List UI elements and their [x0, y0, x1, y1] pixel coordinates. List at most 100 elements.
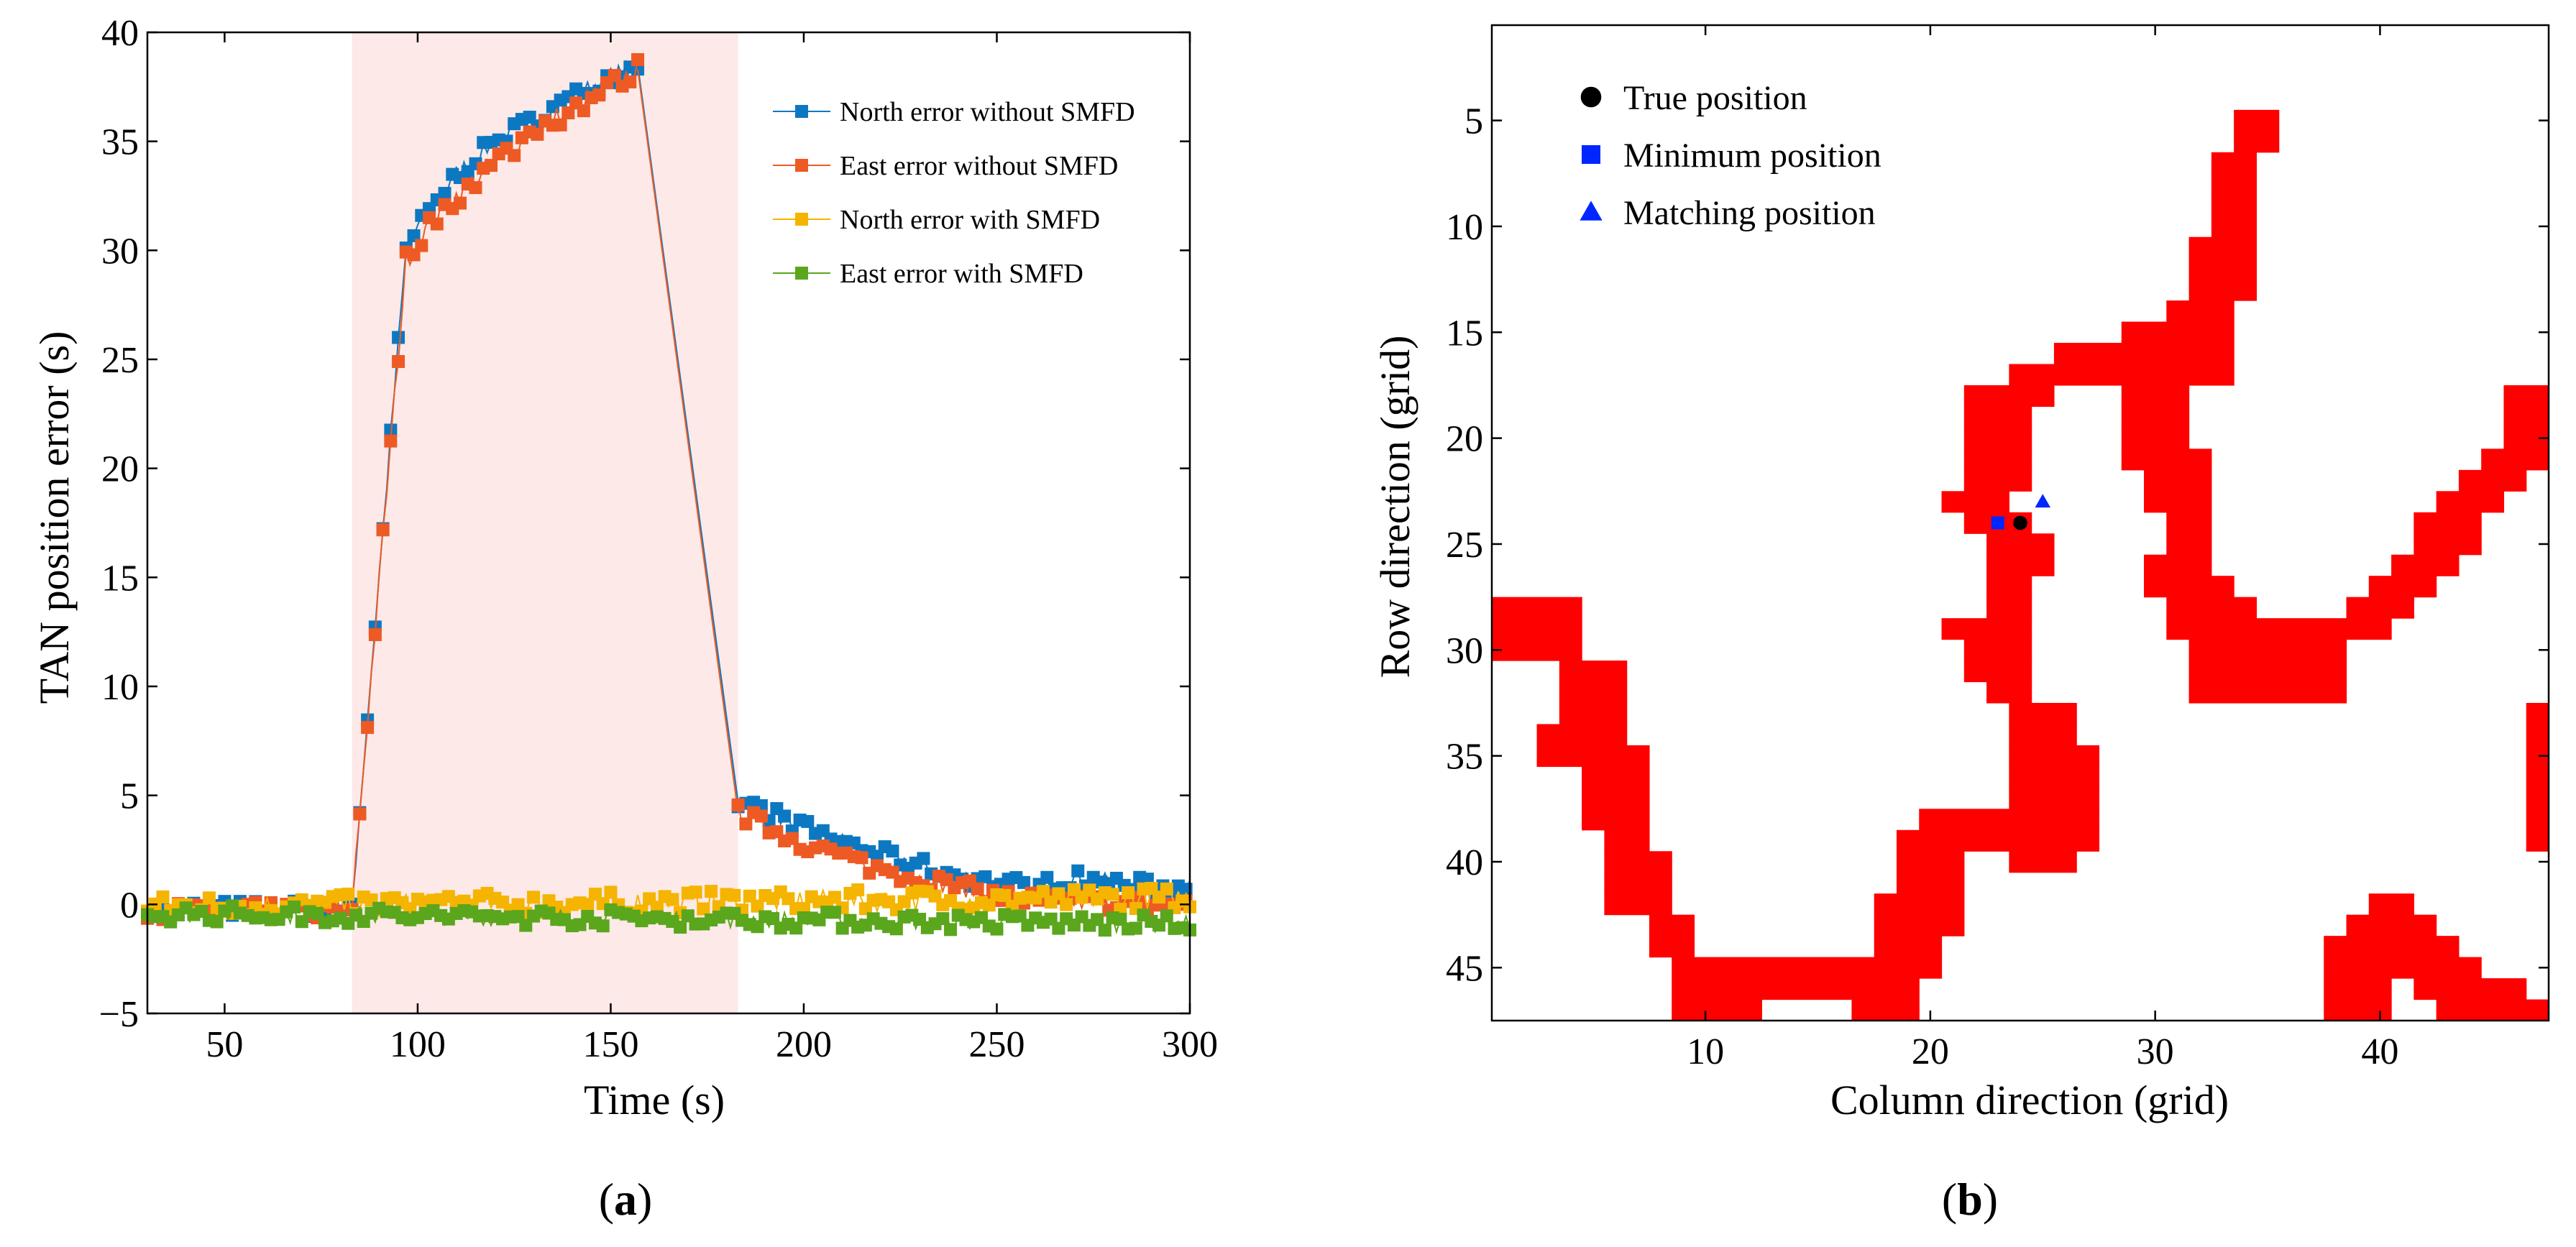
- legend-label: North error with SMFD: [840, 205, 1100, 235]
- legend-label: Minimum position: [1623, 137, 1881, 175]
- map-red-cell: [1604, 851, 1672, 873]
- point-true-position: [2013, 515, 2027, 530]
- map-red-cell: [2166, 512, 2212, 534]
- chart-a-series: [141, 52, 1196, 937]
- map-red-cell: [1874, 893, 1965, 916]
- series-east-error-without-smfd-marker: [731, 798, 745, 811]
- legend-marker-true-position: [1580, 86, 1602, 108]
- series-east-error-without-smfd-marker: [754, 809, 768, 823]
- map-red-cell: [2188, 639, 2347, 661]
- map-red-cell: [2166, 533, 2212, 556]
- series-east-error-without-smfd-marker: [608, 68, 621, 82]
- map-red-cell: [1649, 914, 1695, 937]
- legend-item-true-position: True position: [1580, 79, 1807, 117]
- map-red-cell: [2526, 724, 2549, 746]
- series-east-error-without-smfd-marker: [353, 807, 367, 821]
- map-red-cell: [2436, 491, 2505, 513]
- map-red-cell: [2503, 406, 2549, 428]
- series-east-error-with-smfd-marker: [936, 912, 950, 926]
- legend-marker-matching-position: [1580, 201, 1603, 221]
- map-red-cell: [2526, 766, 2549, 788]
- map-red-cell: [2144, 576, 2234, 598]
- map-red-cell: [2009, 787, 2100, 809]
- chart-b-xlabel: Column direction (grid): [1830, 1077, 2229, 1123]
- chart-b-ytick-label: 5: [1465, 101, 1483, 142]
- series-east-error-without-smfd-marker: [739, 817, 753, 831]
- chart-a-ytick-label: 20: [101, 449, 139, 490]
- series-east-error-without-smfd-marker: [531, 127, 544, 141]
- series-north-error-without-smfd-marker: [778, 809, 792, 823]
- map-red-cell: [1896, 851, 1965, 873]
- chart-a-ytick-label: 15: [101, 558, 139, 599]
- map-red-cell: [2346, 914, 2437, 937]
- map-red-cell: [2481, 448, 2549, 471]
- map-red-cell: [2414, 512, 2482, 534]
- chart-a-xtick-label: 150: [582, 1024, 638, 1065]
- legend-swatch-marker: [795, 267, 808, 280]
- map-red-cell: [1536, 724, 1628, 746]
- series-north-error-with-smfd-marker: [1106, 888, 1119, 901]
- map-red-cell: [2211, 216, 2258, 238]
- map-red-cell: [1963, 406, 2032, 428]
- map-red-cell: [2234, 109, 2280, 132]
- series-east-error-with-smfd-marker: [1160, 909, 1173, 923]
- map-red-cell: [2121, 427, 2190, 449]
- point-minimum-position: [1991, 516, 2004, 530]
- chart-a-frame: [146, 31, 1191, 1015]
- series-east-error-without-smfd-marker: [484, 159, 498, 172]
- map-red-cell: [2458, 469, 2527, 492]
- series-north-error-with-smfd-marker: [1060, 898, 1073, 911]
- map-red-cell: [2121, 385, 2190, 408]
- map-red-cell: [2009, 724, 2077, 746]
- map-red-cell: [1559, 661, 1628, 683]
- series-north-error-with-smfd-marker: [604, 885, 618, 899]
- chart-b-ytick-label: 10: [1446, 207, 1483, 248]
- map-red-cell: [2324, 936, 2460, 958]
- legend-item-north-error-with-smfd: North error with SMFD: [773, 205, 1100, 235]
- series-east-error-with-smfd-marker: [674, 921, 687, 934]
- map-red-cell: [2503, 385, 2549, 408]
- series-north-error-without-smfd-marker: [917, 852, 930, 865]
- map-red-cell: [1941, 618, 2032, 640]
- series-east-error-without-smfd-marker: [592, 88, 606, 102]
- chart-a-xlabel: Time (s): [584, 1077, 725, 1123]
- series-east-error-without-smfd-marker: [562, 106, 575, 120]
- map-red-cell: [1874, 936, 1943, 958]
- chart-a-ytick-label: 35: [101, 122, 139, 163]
- series-east-error-with-smfd-marker: [944, 923, 958, 937]
- map-red-cell: [1672, 999, 1762, 1021]
- chart-b-ytick-label: 35: [1446, 737, 1483, 778]
- map-red-cell: [2414, 978, 2527, 1000]
- map-red-cell: [1963, 469, 2032, 492]
- series-north-error-without-smfd-marker: [407, 229, 421, 242]
- map-red-cell: [2188, 258, 2258, 280]
- map-red-cell: [2526, 702, 2549, 725]
- map-red-cell: [1986, 597, 2032, 619]
- chart-a-ticks: 50 100 150 200 250 300 −5 0 5 10 15 20 25 30 35 40: [99, 13, 1218, 1065]
- series-north-error-with-smfd-marker: [851, 883, 865, 897]
- map-red-cell: [1649, 936, 1695, 958]
- series-east-error-with-smfd-marker: [1091, 913, 1104, 926]
- map-red-cell: [2009, 851, 2077, 873]
- legend-label: North error without SMFD: [840, 97, 1135, 127]
- series-east-error-with-smfd-marker: [789, 921, 803, 935]
- series-north-error-with-smfd-marker: [998, 888, 1012, 902]
- legend-item-north-error-without-smfd: North error without SMFD: [773, 97, 1135, 127]
- chart-b-xtick-label: 10: [1687, 1031, 1724, 1072]
- chart-b-ticks: 10 20 30 40 5 10 15 20 25 30 35 40 45: [1446, 25, 2549, 1072]
- chart-b-ytick-label: 25: [1446, 525, 1483, 566]
- series-north-error-with-smfd-marker: [705, 885, 718, 898]
- series-north-error-with-smfd-marker: [751, 899, 764, 913]
- series-east-error-without-smfd-marker: [454, 196, 467, 210]
- map-red-cell: [2188, 681, 2347, 704]
- series-east-error-without-smfd-marker: [631, 52, 645, 66]
- map-red-cell: [1851, 999, 1920, 1021]
- map-red-cell: [1986, 576, 2032, 598]
- map-red-cell: [1492, 597, 1582, 619]
- series-east-error-without-smfd-marker: [415, 239, 428, 252]
- series-east-error-with-smfd-marker: [1098, 924, 1111, 937]
- chart-a-legend: North error without SMFD East error witho…: [773, 97, 1135, 289]
- chart-b-panel-label: (b): [1942, 1174, 1998, 1225]
- legend-item-matching-position: Matching position: [1580, 194, 1876, 232]
